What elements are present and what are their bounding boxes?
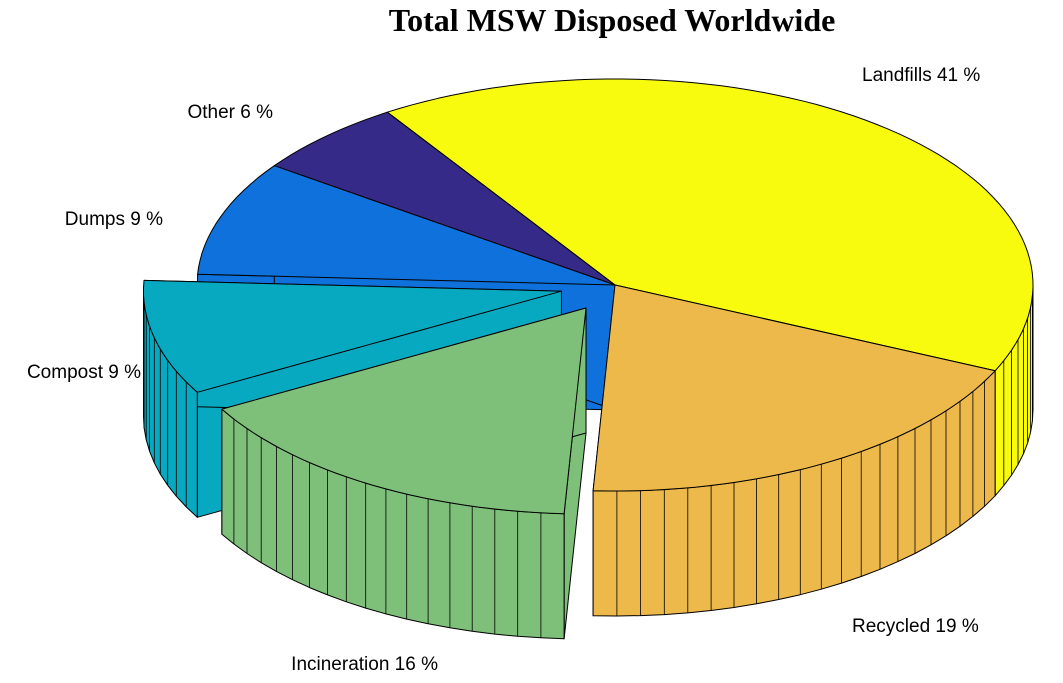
slice-recycled-top [592,284,996,492]
slice-label-landfills: Landfills 41 % [862,65,980,86]
slice-recycled [592,284,996,617]
slice-landfills-top [386,78,1034,372]
slice-other-top [273,111,616,286]
slice-dumps-top [197,165,616,286]
slice-incineration [221,307,587,640]
slice-label-dumps: Dumps 9 % [65,209,163,230]
slice-label-other: Other 6 % [187,102,273,123]
slice-compost-top [143,279,562,393]
slice-label-compost: Compost 9 % [27,362,141,383]
slice-incineration-top [221,307,587,515]
slice-label-incineration: Incineration 16 % [291,654,438,675]
pie-slices [143,78,1034,640]
chart-title: Total MSW Disposed Worldwide [389,2,836,38]
slice-label-recycled: Recycled 19 % [852,616,979,637]
pie-labels: Landfills 41 % Recycled 19 % Incineration … [27,65,980,675]
